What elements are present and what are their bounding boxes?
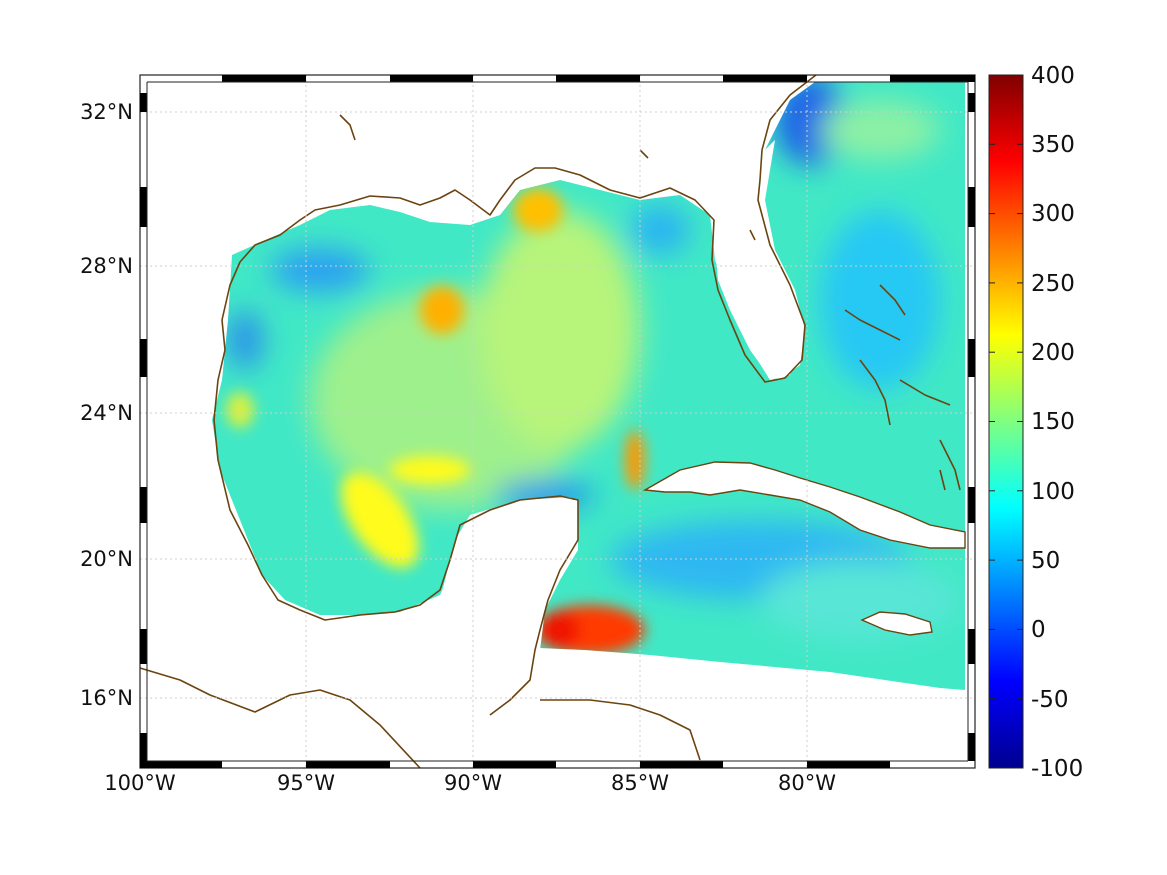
colorbar-tick-label: 150 (1031, 409, 1075, 435)
jamaica-land (860, 611, 933, 636)
colorbar-tick-label: 200 (1031, 340, 1075, 366)
lon-tick-label: 80°W (778, 771, 836, 795)
lat-tick-label: 32°N (80, 100, 133, 124)
lon-tick-label: 90°W (444, 771, 502, 795)
coastlines (139, 74, 961, 769)
colorbar-tick-label: 400 (1031, 63, 1075, 89)
lon-tick-label: 85°W (611, 771, 669, 795)
lon-tick-label: 100°W (104, 771, 176, 795)
lat-tick-label: 28°N (80, 254, 133, 278)
colorbar: 400 350 300 250 200 150 100 50 0 -50 -10… (988, 63, 1083, 782)
colorbar-tick-label: 350 (1031, 132, 1075, 158)
cuba-land (642, 461, 966, 549)
lat-tick-label: 20°N (80, 547, 133, 571)
lat-tick-label: 16°N (80, 686, 133, 710)
florida-land (712, 140, 805, 380)
colorbar-tick-label: -50 (1031, 687, 1069, 713)
lat-tick-labels: 32°N 28°N 24°N 20°N 16°N (80, 100, 133, 710)
colorbar-tick-label: 250 (1031, 271, 1075, 297)
map-frame (139, 74, 976, 769)
lat-tick-label: 24°N (80, 401, 133, 425)
colorbar-tick-label: 50 (1031, 548, 1060, 574)
land-masses (440, 140, 966, 720)
ocean-data-field (212, 82, 965, 690)
lon-tick-labels: 100°W 95°W 90°W 85°W 80°W (104, 771, 836, 795)
map-gridlines (140, 75, 975, 768)
colorbar-tick-label: 300 (1031, 201, 1075, 227)
colorbar-tick-label: 0 (1031, 617, 1046, 643)
lon-tick-label: 95°W (277, 771, 335, 795)
yucatan-land (440, 497, 578, 720)
colorbar-tick-label: 100 (1031, 479, 1075, 505)
colorbar-tick-label: -100 (1031, 756, 1083, 782)
